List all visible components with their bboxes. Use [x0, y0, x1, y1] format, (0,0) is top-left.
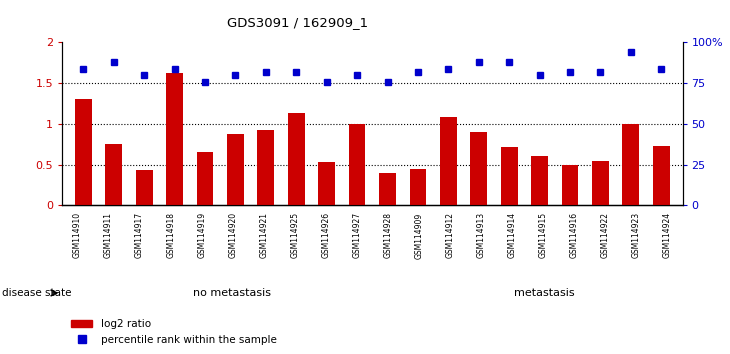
- Bar: [166, 73, 183, 205]
- Legend: log2 ratio, percentile rank within the sample: log2 ratio, percentile rank within the s…: [67, 315, 280, 349]
- Text: GSM114915: GSM114915: [539, 212, 548, 258]
- Text: GSM114921: GSM114921: [259, 212, 268, 258]
- Bar: [531, 156, 548, 205]
- Text: GSM114920: GSM114920: [228, 212, 237, 258]
- Bar: [227, 134, 244, 205]
- Text: GSM114909: GSM114909: [415, 212, 423, 258]
- Bar: [318, 162, 335, 205]
- Bar: [288, 113, 304, 205]
- Text: GSM114914: GSM114914: [507, 212, 516, 258]
- Text: GSM114919: GSM114919: [197, 212, 206, 258]
- Bar: [105, 144, 122, 205]
- Text: GSM114922: GSM114922: [601, 212, 610, 258]
- Text: GSM114926: GSM114926: [321, 212, 330, 258]
- Bar: [623, 124, 639, 205]
- Text: GSM114923: GSM114923: [631, 212, 640, 258]
- Bar: [653, 146, 669, 205]
- Bar: [561, 165, 578, 205]
- Text: GSM114916: GSM114916: [569, 212, 578, 258]
- Bar: [410, 170, 426, 205]
- Text: GSM114911: GSM114911: [104, 212, 113, 258]
- Text: disease state: disease state: [2, 288, 72, 298]
- Text: GSM114925: GSM114925: [291, 212, 299, 258]
- Bar: [75, 99, 92, 205]
- Text: GSM114910: GSM114910: [73, 212, 82, 258]
- Bar: [136, 170, 153, 205]
- Text: GSM114924: GSM114924: [663, 212, 672, 258]
- Bar: [501, 147, 518, 205]
- Bar: [349, 124, 366, 205]
- Text: no metastasis: no metastasis: [193, 288, 271, 298]
- Text: GSM114927: GSM114927: [353, 212, 361, 258]
- Bar: [470, 132, 487, 205]
- Bar: [592, 161, 609, 205]
- Bar: [440, 118, 457, 205]
- Text: GDS3091 / 162909_1: GDS3091 / 162909_1: [227, 16, 369, 29]
- Text: GSM114913: GSM114913: [477, 212, 485, 258]
- Text: metastasis: metastasis: [514, 288, 575, 298]
- Bar: [379, 173, 396, 205]
- Text: GSM114912: GSM114912: [445, 212, 454, 258]
- Text: GSM114917: GSM114917: [135, 212, 144, 258]
- Bar: [196, 152, 213, 205]
- Bar: [258, 130, 274, 205]
- Text: GSM114918: GSM114918: [166, 212, 175, 258]
- Text: GSM114928: GSM114928: [383, 212, 392, 258]
